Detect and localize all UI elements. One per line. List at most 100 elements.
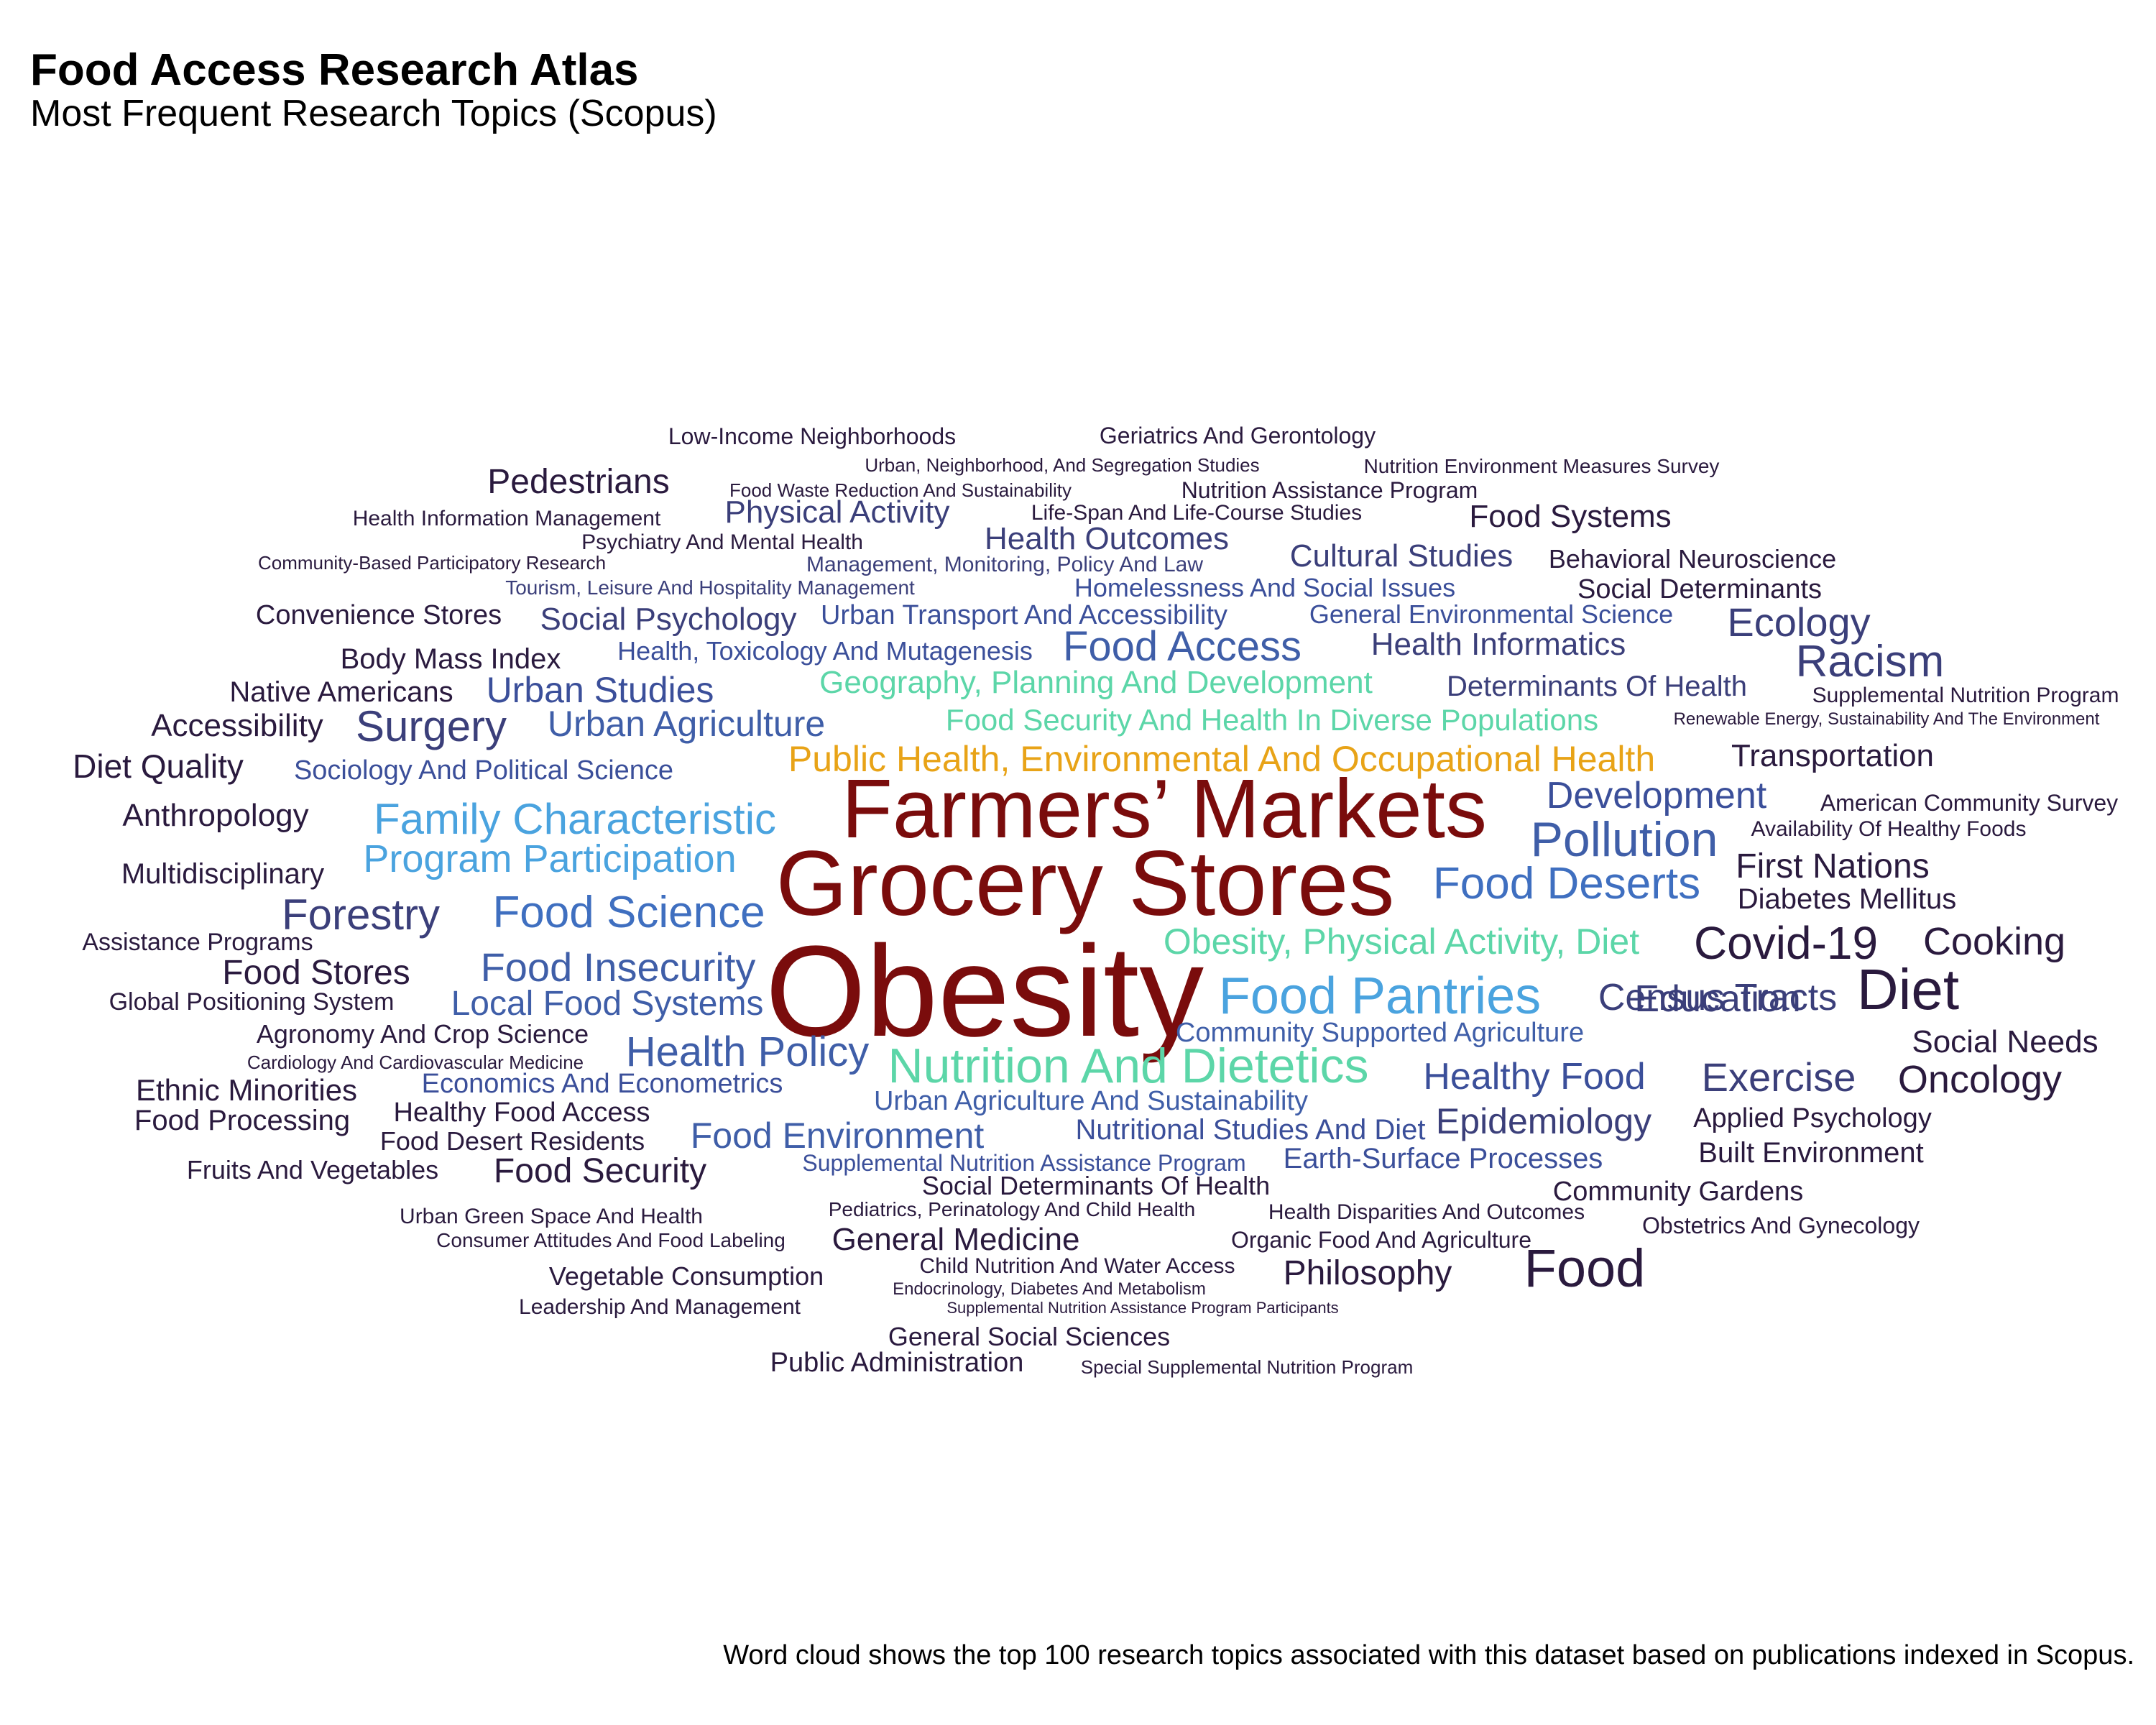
cloud-word: General Medicine [831, 1222, 1080, 1257]
cloud-word: Social Needs [1912, 1024, 2099, 1059]
cloud-word: First Nations [1736, 847, 1930, 886]
cloud-word: Public Administration [770, 1348, 1024, 1378]
cloud-word: Renewable Energy, Sustainability And The… [1673, 709, 2100, 729]
cloud-word: Ethnic Minorities [135, 1073, 358, 1107]
cloud-word: Diet Quality [73, 748, 244, 785]
cloud-word: Community Gardens [1552, 1177, 1804, 1207]
cloud-word: Organic Food And Agriculture [1230, 1227, 1532, 1253]
cloud-word: Convenience Stores [255, 600, 502, 630]
cloud-word: Food Waste Reduction And Sustainability [729, 479, 1072, 501]
cloud-word: Urban Transport And Accessibility [820, 600, 1228, 630]
cloud-word: Life-Span And Life-Course Studies [1031, 501, 1363, 525]
cloud-word: Census Tracts [1598, 977, 1838, 1018]
cloud-word: Oncology [1897, 1058, 2063, 1101]
cloud-word: Supplemental Nutrition Assistance Progra… [946, 1299, 1339, 1317]
cloud-word: Health Information Management [352, 507, 661, 530]
cloud-word: Management, Monitoring, Policy And Law [806, 553, 1203, 576]
cloud-word: Psychiatry And Mental Health [581, 530, 863, 554]
cloud-word: Availability Of Healthy Foods [1751, 817, 2027, 841]
cloud-word: Supplemental Nutrition Assistance Progra… [802, 1150, 1246, 1176]
cloud-word: Food Science [492, 888, 765, 937]
cloud-word: Nutritional Studies And Diet [1075, 1114, 1426, 1146]
cloud-word: Pedestrians [487, 463, 670, 501]
cloud-word: Nutrition Environment Measures Survey [1363, 455, 1720, 477]
cloud-word: Family Characteristic [373, 795, 777, 843]
cloud-word: American Community Survey [1820, 790, 2119, 816]
cloud-word: Anthropology [122, 798, 309, 833]
cloud-word: Tourism, Leisure And Hospitality Managem… [505, 576, 915, 599]
cloud-word: Nutrition And Dietetics [888, 1039, 1369, 1093]
cloud-word: Urban Agriculture [547, 704, 826, 744]
cloud-word: Physical Activity [724, 494, 950, 530]
cloud-word: Health Outcomes [985, 521, 1229, 556]
cloud-word: Special Supplemental Nutrition Program [1080, 1356, 1414, 1378]
cloud-word: Health Policy [625, 1029, 870, 1075]
cloud-word: Consumer Attitudes And Food Labeling [436, 1229, 786, 1251]
cloud-word: Exercise [1701, 1054, 1856, 1100]
cloud-word: Pollution [1530, 812, 1718, 867]
cloud-word: Accessibility [151, 708, 323, 743]
cloud-word: Cultural Studies [1289, 538, 1514, 574]
cloud-word: Economics And Econometrics [421, 1069, 783, 1099]
cloud-word: Public Health, Environmental And Occupat… [788, 739, 1656, 779]
cloud-word: Nutrition Assistance Program [1181, 477, 1478, 503]
cloud-word: Health Informatics [1370, 627, 1626, 662]
cloud-word: Cardiology And Cardiovascular Medicine [247, 1052, 584, 1073]
cloud-word: Assistance Programs [82, 929, 313, 956]
cloud-word: Racism [1795, 637, 1945, 686]
cloud-word: Food Pantries [1218, 967, 1542, 1025]
cloud-word: Social Determinants [1577, 574, 1823, 604]
cloud-word: Leadership And Management [519, 1295, 801, 1319]
cloud-word: Surgery [355, 702, 507, 750]
cloud-word: Earth-Surface Processes [1283, 1143, 1603, 1174]
cloud-word: Diabetes Mellitus [1737, 883, 1957, 915]
cloud-word: Community Supported Agriculture [1175, 1018, 1585, 1048]
cloud-word: Fruits And Vegetables [186, 1155, 439, 1184]
cloud-word: General Social Sciences [888, 1322, 1171, 1351]
cloud-word: Food Stores [222, 954, 410, 992]
cloud-word: Food [1524, 1238, 1646, 1298]
cloud-word: Covid-19 [1693, 917, 1879, 969]
cloud-word: Agronomy And Crop Science [256, 1019, 589, 1049]
cloud-word: Food Environment [690, 1116, 985, 1156]
cloud-word: Healthy Food [1423, 1056, 1646, 1098]
cloud-word: Behavioral Neuroscience [1548, 544, 1837, 574]
cloud-word: Determinants Of Health [1447, 671, 1747, 702]
cloud-word: Food Desert Residents [379, 1126, 645, 1156]
cloud-word: Multidisciplinary [121, 858, 325, 890]
cloud-word: Philosophy [1283, 1254, 1452, 1292]
cloud-word: General Environmental Science [1309, 599, 1674, 629]
cloud-word: Transportation [1731, 738, 1935, 773]
cloud-word: Supplemental Nutrition Program [1812, 684, 2119, 707]
cloud-word: Education [1634, 978, 1801, 1020]
cloud-word: Health Disparities And Outcomes [1268, 1200, 1585, 1224]
cloud-word: Obesity, Physical Activity, Diet [1163, 921, 1640, 962]
cloud-word: Obstetrics And Gynecology [1642, 1213, 1920, 1238]
cloud-word: Urban Studies [486, 670, 714, 710]
cloud-word: Healthy Food Access [393, 1098, 650, 1128]
page-title: Food Access Research Atlas [30, 45, 639, 95]
cloud-word: Farmers’ Markets [842, 762, 1487, 855]
cloud-word: Social Determinants Of Health [921, 1171, 1271, 1200]
cloud-word: Community-Based Participatory Research [257, 552, 607, 574]
cloud-word: Local Food Systems [451, 985, 764, 1023]
cloud-word: Epidemiology [1435, 1101, 1652, 1141]
cloud-word: Ecology [1727, 599, 1871, 645]
cloud-word: Global Positioning System [109, 988, 395, 1016]
cloud-word: Urban Green Space And Health [400, 1205, 703, 1228]
cloud-word: Forestry [281, 891, 441, 939]
cloud-word: Diet [1856, 957, 1960, 1021]
cloud-word: Cooking [1922, 920, 2066, 963]
cloud-word: Obesity [765, 919, 1204, 1064]
cloud-word: Development [1546, 775, 1767, 816]
cloud-word: Social Psychology [540, 602, 797, 637]
cloud-word: Health, Toxicology And Mutagenesis [617, 636, 1033, 666]
cloud-word: Applied Psychology [1693, 1103, 1932, 1133]
cloud-word: Built Environment [1698, 1137, 1924, 1169]
cloud-word: Food Deserts [1432, 859, 1701, 908]
cloud-word: Program Participation [363, 837, 737, 880]
cloud-word: Urban Agriculture And Sustainability [873, 1086, 1309, 1116]
cloud-word: Urban, Neighborhood, And Segregation Stu… [865, 454, 1260, 476]
cloud-word: Food Security [493, 1152, 707, 1190]
cloud-word: Food Processing [134, 1105, 351, 1136]
